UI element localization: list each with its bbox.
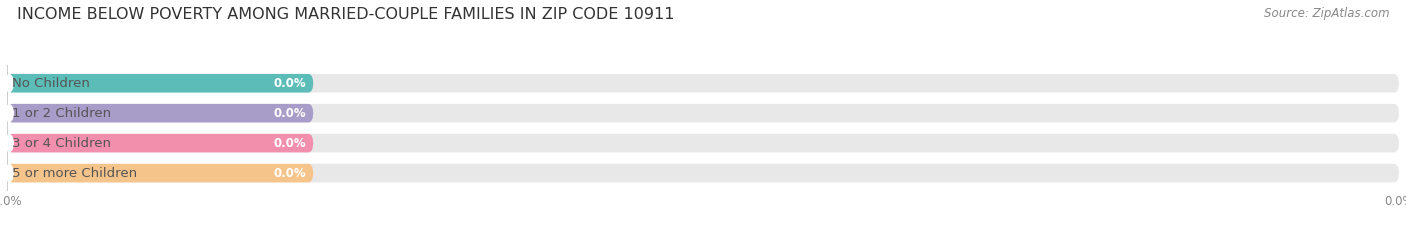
Circle shape <box>6 75 13 92</box>
FancyBboxPatch shape <box>7 74 314 93</box>
Circle shape <box>6 165 13 182</box>
Circle shape <box>6 105 13 122</box>
FancyBboxPatch shape <box>7 134 314 152</box>
Text: 1 or 2 Children: 1 or 2 Children <box>13 107 111 120</box>
Text: No Children: No Children <box>13 77 90 90</box>
Text: 0.0%: 0.0% <box>274 107 307 120</box>
FancyBboxPatch shape <box>7 164 1399 182</box>
Text: INCOME BELOW POVERTY AMONG MARRIED-COUPLE FAMILIES IN ZIP CODE 10911: INCOME BELOW POVERTY AMONG MARRIED-COUPL… <box>17 7 675 22</box>
FancyBboxPatch shape <box>7 104 314 123</box>
FancyBboxPatch shape <box>7 104 1399 123</box>
Text: Source: ZipAtlas.com: Source: ZipAtlas.com <box>1264 7 1389 20</box>
Text: 0.0%: 0.0% <box>274 167 307 180</box>
FancyBboxPatch shape <box>7 74 1399 93</box>
Circle shape <box>6 135 13 151</box>
Text: 0.0%: 0.0% <box>274 137 307 150</box>
Text: 0.0%: 0.0% <box>274 77 307 90</box>
FancyBboxPatch shape <box>7 164 314 182</box>
Text: 3 or 4 Children: 3 or 4 Children <box>13 137 111 150</box>
FancyBboxPatch shape <box>7 134 1399 152</box>
Text: 5 or more Children: 5 or more Children <box>13 167 138 180</box>
